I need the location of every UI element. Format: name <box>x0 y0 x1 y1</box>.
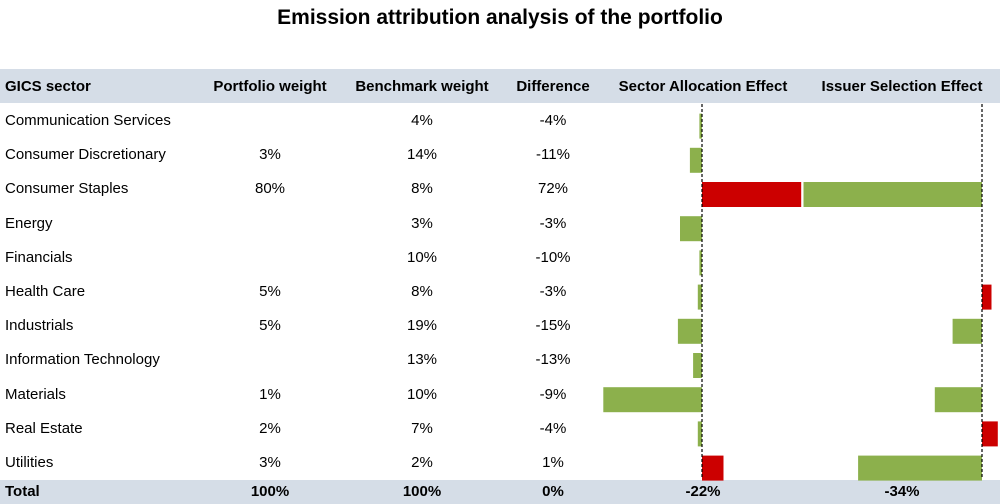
sector-allocation-bar <box>699 250 702 276</box>
sector-allocation-bar <box>680 216 703 242</box>
row-benchmark-weight: 13% <box>406 351 438 369</box>
row-sector: Energy <box>5 214 53 232</box>
row-sector: Materials <box>5 385 66 403</box>
row-difference: -3% <box>539 214 567 232</box>
total-sector-allocation: -22% <box>685 483 721 500</box>
row-difference: 1% <box>542 454 564 471</box>
header-issuer-selection: Issuer Selection Effect <box>821 78 983 95</box>
header-portfolio-weight: Portfolio weight <box>213 78 327 95</box>
row-benchmark-weight: 10% <box>406 248 438 266</box>
row-sector: Utilities <box>5 454 54 471</box>
row-sector: Health Care <box>5 283 86 300</box>
total-portfolio-weight: 100% <box>250 483 290 500</box>
row-benchmark-weight: 7% <box>411 419 433 437</box>
issuer-selection-bar <box>982 421 998 447</box>
row-benchmark-weight: 4% <box>411 112 433 129</box>
total-benchmark-weight: 100% <box>402 483 442 500</box>
row-benchmark-weight: 19% <box>406 317 438 335</box>
row-difference: -4% <box>539 112 567 129</box>
row-sector: Information Technology <box>5 351 160 369</box>
row-sector: Financials <box>5 248 73 266</box>
sector-allocation-bar <box>699 113 702 139</box>
header-sector-allocation: Sector Allocation Effect <box>618 78 788 95</box>
row-portfolio-weight: 5% <box>259 283 281 300</box>
row-portfolio-weight: 3% <box>259 454 281 471</box>
sector-allocation-bar <box>693 353 702 378</box>
row-difference: 72% <box>537 180 569 198</box>
sector-allocation-bar <box>689 147 702 173</box>
row-portfolio-weight: 1% <box>259 385 281 403</box>
total-difference: 0% <box>542 483 564 500</box>
row-portfolio-weight: 5% <box>259 317 281 335</box>
row-benchmark-weight: 14% <box>406 146 438 164</box>
issuer-selection-bar <box>858 455 982 481</box>
row-portfolio-weight: 3% <box>259 146 281 164</box>
sector-allocation-bar <box>702 182 802 207</box>
issuer-selection-bar <box>952 318 982 344</box>
row-benchmark-weight: 3% <box>411 214 433 232</box>
sector-allocation-bar <box>702 455 724 481</box>
row-portfolio-weight: 80% <box>254 180 286 198</box>
sector-allocation-bar <box>697 421 702 447</box>
total-band <box>0 480 1000 504</box>
total-issuer-selection: -34% <box>884 483 920 500</box>
issuer-selection-bar <box>803 182 982 207</box>
row-sector: Industrials <box>5 317 74 335</box>
header-difference: Difference <box>516 78 590 95</box>
row-sector: Consumer Staples <box>5 180 129 198</box>
row-difference: -13% <box>535 351 571 369</box>
header-sector: GICS sector <box>5 78 91 95</box>
row-portfolio-weight: 2% <box>259 419 281 437</box>
total-label: Total <box>5 483 40 500</box>
row-benchmark-weight: 10% <box>406 385 438 403</box>
chart-title: Emission attribution analysis of the por… <box>277 6 723 29</box>
row-benchmark-weight: 8% <box>411 180 433 198</box>
row-difference: -10% <box>535 248 571 266</box>
row-benchmark-weight: 2% <box>411 454 433 471</box>
row-difference: -11% <box>536 146 570 164</box>
row-sector: Consumer Discretionary <box>5 146 166 164</box>
sector-allocation-bar <box>677 318 702 344</box>
row-sector: Communication Services <box>5 112 171 129</box>
issuer-selection-bar <box>934 387 983 413</box>
row-difference: -15% <box>535 317 571 335</box>
sector-allocation-bar <box>603 387 702 413</box>
row-difference: -3% <box>539 283 567 300</box>
issuer-selection-bar <box>982 284 992 310</box>
header-benchmark-weight: Benchmark weight <box>355 78 489 95</box>
row-difference: -9% <box>539 385 567 403</box>
row-difference: -4% <box>539 419 567 437</box>
header-band <box>0 69 1000 103</box>
sector-allocation-bar <box>697 284 702 310</box>
row-sector: Real Estate <box>5 419 83 437</box>
row-benchmark-weight: 8% <box>411 283 433 300</box>
